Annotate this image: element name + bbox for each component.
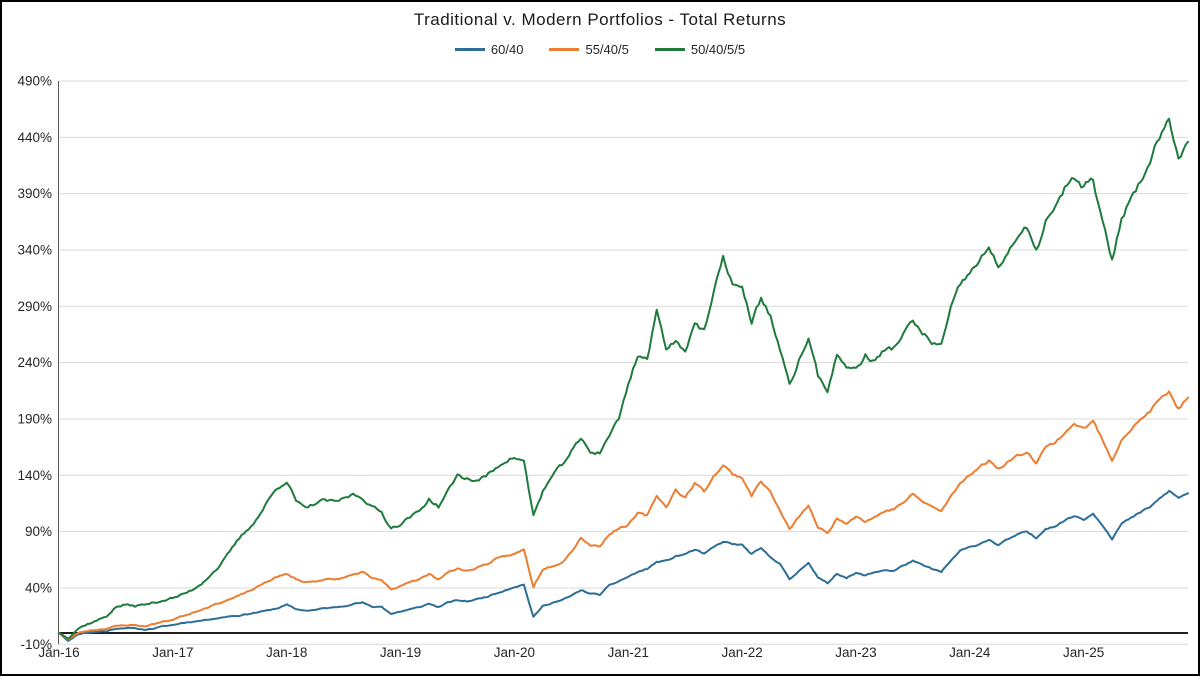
y-tick-390%: 390% [17, 186, 52, 201]
legend-label-60-40: 60/40 [490, 42, 524, 57]
y-tick-440%: 440% [17, 130, 52, 145]
legend-line-swatch-60-40 [454, 48, 485, 51]
legend-item-50-40-5-5: 50/40/5/5 [654, 42, 746, 57]
x-tick-Jan-16: Jan-16 [38, 645, 79, 660]
series-line-50-40-5-5 [58, 117, 1189, 640]
y-tick-340%: 340% [17, 242, 52, 257]
y-tick-190%: 190% [17, 411, 52, 426]
x-tick-Jan-20: Jan-20 [494, 645, 535, 660]
x-tick-Jan-19: Jan-19 [380, 645, 421, 660]
x-tick-Jan-24: Jan-24 [949, 645, 991, 660]
x-tick-Jan-25: Jan-25 [1063, 645, 1104, 660]
y-tick-490%: 490% [17, 74, 52, 89]
legend-line-swatch-55-40-5 [549, 48, 580, 51]
legend-item-60-40: 60/40 [454, 42, 524, 57]
y-tick-140%: 140% [17, 468, 52, 483]
x-tick-Jan-18: Jan-18 [266, 645, 307, 660]
y-tick-90%: 90% [25, 524, 52, 539]
x-tick-Jan-23: Jan-23 [835, 645, 876, 660]
series-line-55-40-5 [58, 390, 1189, 641]
x-tick-Jan-17: Jan-17 [152, 645, 193, 660]
chart-legend: 60/40 55/40/5 50/40/5/5 [2, 42, 1198, 57]
legend-item-55-40-5: 55/40/5 [549, 42, 629, 57]
x-tick-Jan-22: Jan-22 [721, 645, 762, 660]
legend-label-55-40-5: 55/40/5 [585, 42, 629, 57]
legend-line-swatch-50-40-5-5 [654, 48, 685, 51]
y-tick-240%: 240% [17, 355, 52, 370]
legend-label-50-40-5-5: 50/40/5/5 [690, 42, 746, 57]
y-tick-40%: 40% [25, 580, 52, 595]
y-tick--10%: -10% [20, 637, 52, 652]
chart-title: Traditional v. Modern Portfolios - Total… [413, 10, 787, 29]
y-tick-290%: 290% [17, 299, 52, 314]
x-tick-Jan-21: Jan-21 [608, 645, 649, 660]
series-line-60-40 [58, 489, 1189, 642]
